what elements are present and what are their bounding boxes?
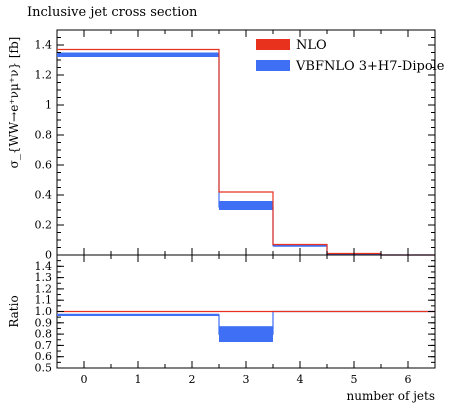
y-tick-label: 0.8 — [35, 129, 53, 142]
vbfnlo-band — [57, 52, 219, 57]
y-tick-label: 0.2 — [35, 219, 53, 232]
x-tick-label: 6 — [405, 373, 412, 386]
y-tick-label: 0.7 — [35, 339, 53, 352]
legend-label: NLO — [296, 38, 327, 53]
x-tick-label: 3 — [243, 373, 250, 386]
x-tick-label: 5 — [351, 373, 358, 386]
y-tick-label: 1.1 — [35, 294, 53, 307]
y-tick-label: 1.2 — [35, 282, 53, 295]
y-tick-label: 1.0 — [35, 305, 53, 318]
legend: NLO VBFNLO 3+H7-Dipole — [256, 38, 445, 74]
x-tick-label: 2 — [189, 373, 196, 386]
vbfnlo-central-line — [57, 54, 435, 256]
y-tick-label: 0.4 — [35, 189, 53, 202]
y-tick-label: 1.4 — [35, 260, 53, 273]
y-tick-label: 0.8 — [35, 328, 53, 341]
x-tick-label: 1 — [135, 373, 142, 386]
chart-title: Inclusive jet cross section — [27, 5, 198, 20]
y-tick-label: 1.4 — [35, 39, 53, 52]
vbfnlo-band — [219, 201, 273, 210]
y-tick-label: 1.2 — [35, 69, 53, 82]
y-tick-label: 0.6 — [35, 350, 53, 363]
ratio-y-axis-label: Ratio — [7, 295, 21, 327]
legend-swatch — [256, 60, 290, 71]
main-panel: 0 0.2 0.4 0.6 0.8 1 1.2 1.4 σ_{WW→e⁺νμ⁺ν} [fb] — [7, 29, 436, 262]
y-tick-label: 1.3 — [35, 271, 53, 284]
legend-label: VBFNLO 3+H7-Dipole — [295, 59, 445, 74]
x-tick-label: 4 — [297, 373, 304, 386]
x-axis-label: number of jets — [347, 389, 435, 403]
x-tick-label: 0 — [81, 373, 88, 386]
y-tick-label: 0 — [45, 249, 52, 262]
y-tick-label: 0.6 — [35, 159, 53, 172]
legend-swatch — [256, 39, 290, 50]
y-tick-label: 1 — [45, 99, 52, 112]
y-tick-label: 0.9 — [35, 316, 53, 329]
main-y-axis-label: σ_{WW→e⁺νμ⁺ν} [fb] — [7, 37, 21, 169]
y-tick-label: 0.5 — [35, 362, 53, 375]
ratio-panel: 0 1 2 3 4 5 6 0.50.60.70.80.91.01.11.21.31.4 Rat… — [7, 254, 436, 403]
nlo-line — [57, 48, 435, 256]
